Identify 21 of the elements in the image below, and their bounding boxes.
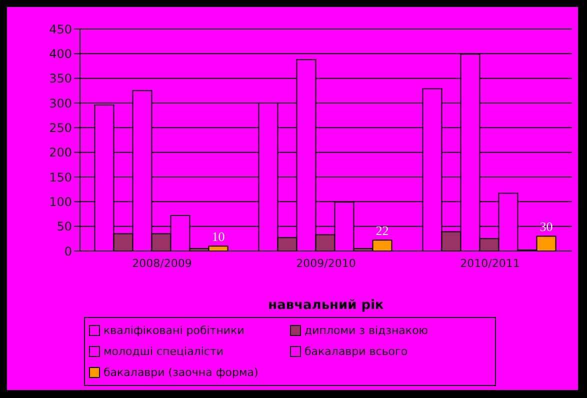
y-tick-label: 0 [64, 244, 72, 258]
legend-label: молодші спеціалісти [104, 345, 224, 358]
y-tick-label: 250 [49, 120, 72, 135]
y-tick-label: 150 [49, 170, 72, 184]
x-tick-label: 2008/2009 [132, 256, 192, 270]
y-tick-label: 400 [49, 46, 72, 61]
legend-label: дипломи з відзнакою [304, 324, 428, 337]
x-tick-label: 2010/2011 [460, 256, 520, 270]
legend-label: бакалаври всього [304, 345, 408, 358]
data-label: 10 [212, 229, 225, 244]
y-tick-label: 450 [49, 22, 72, 36]
x-tick-label: 2009/2010 [296, 256, 356, 270]
x-axis-title: навчальний рік [268, 298, 384, 313]
y-tick-label: 200 [49, 146, 72, 160]
y-tick-label: 300 [49, 96, 72, 110]
data-label: 22 [376, 223, 389, 238]
legend-label: бакалаври (заочна форма) [104, 366, 258, 379]
y-tick-label: 50 [56, 220, 72, 234]
y-tick-label: 100 [49, 194, 72, 209]
y-tick-label: 350 [49, 72, 72, 86]
legend-label: кваліфіковані робітники [104, 324, 244, 337]
